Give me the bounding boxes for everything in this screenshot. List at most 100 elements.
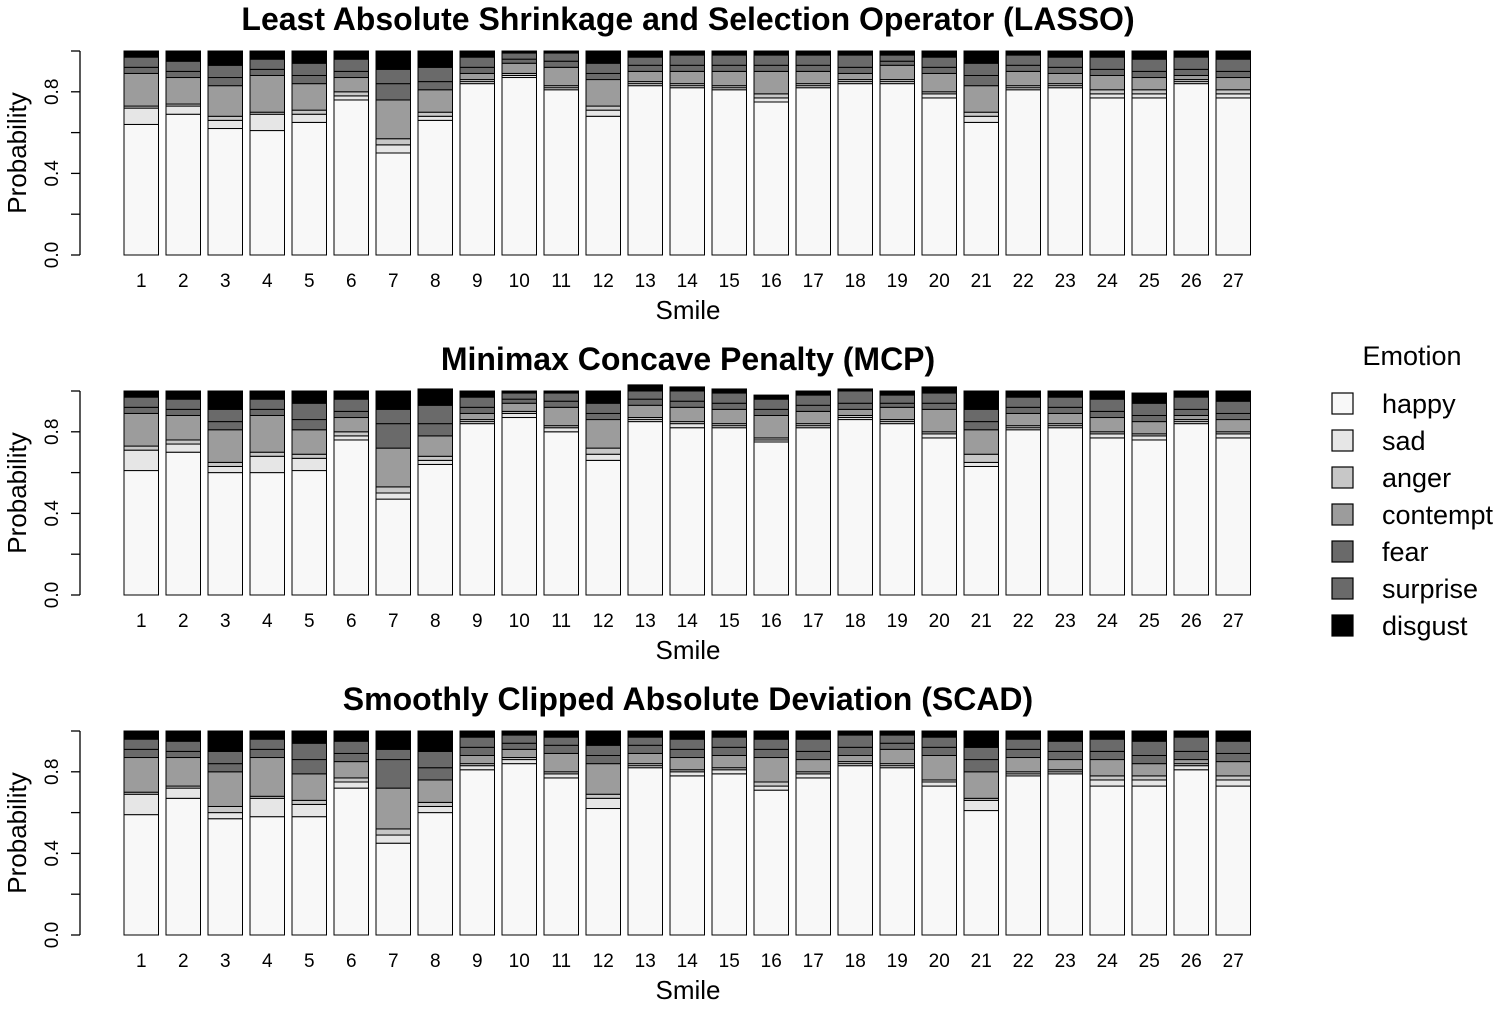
bar-segment-disgust — [1005, 50, 1041, 56]
x-tick-label: 15 — [719, 271, 740, 292]
bar-segment-disgust — [1089, 730, 1125, 740]
bar-segment-disgust — [375, 50, 411, 70]
bar-segment-happy — [711, 773, 747, 936]
bar-segment-surprise — [165, 60, 201, 72]
x-axis-label: Smile — [655, 635, 720, 665]
x-tick-label: 27 — [1223, 951, 1244, 972]
bar-segment-disgust — [963, 730, 999, 748]
bar-segment-disgust — [501, 390, 537, 394]
bar-segment-fear — [921, 402, 957, 410]
bar-segment-happy — [1089, 785, 1125, 936]
bar-segment-disgust — [711, 730, 747, 738]
bar-segment-sad — [165, 105, 201, 115]
bar-segment-fear — [1131, 754, 1167, 765]
bar-smile-15 — [711, 388, 747, 596]
x-tick-label: 4 — [262, 271, 273, 292]
x-tick-label: 3 — [220, 611, 231, 632]
bar-segment-surprise — [1173, 396, 1209, 410]
bar-segment-happy — [1005, 429, 1041, 596]
bar-segment-happy — [459, 83, 495, 256]
bar-segment-contempt — [837, 754, 873, 763]
bar-segment-happy — [501, 77, 537, 256]
bar-segment-happy — [963, 121, 999, 256]
bar-segment-happy — [1005, 89, 1041, 256]
y-axis-label: Probability — [2, 432, 32, 553]
bar-segment-contempt — [921, 408, 957, 433]
bar-segment-fear — [711, 402, 747, 410]
y-tick-label: 0.4 — [42, 840, 63, 867]
bar-segment-disgust — [1215, 50, 1251, 60]
bar-segment-disgust — [837, 730, 873, 736]
bar-segment-fear — [963, 759, 999, 773]
bar-segment-disgust — [669, 386, 705, 392]
bar-segment-surprise — [963, 746, 999, 761]
bar-segment-contempt — [333, 77, 369, 93]
bar-segment-contempt — [417, 779, 453, 803]
x-tick-label: 22 — [1013, 271, 1034, 292]
x-tick-label: 18 — [845, 271, 866, 292]
bar-segment-happy — [879, 423, 915, 596]
bar-segment-contempt — [963, 429, 999, 455]
bar-segment-happy — [249, 472, 285, 596]
bar-segment-surprise — [123, 396, 159, 408]
panel-1: Least Absolute Shrinkage and Selection O… — [2, 1, 1251, 325]
x-tick-label: 22 — [1013, 611, 1034, 632]
bar-segment-happy — [963, 810, 999, 936]
bar-segment-contempt — [711, 408, 747, 425]
bar-segment-contempt — [753, 757, 789, 783]
bar-segment-surprise — [165, 740, 201, 752]
bar-segment-surprise — [375, 68, 411, 85]
bar-segment-surprise — [417, 750, 453, 769]
bar-segment-contempt — [291, 429, 327, 455]
bar-segment-fear — [333, 70, 369, 79]
x-tick-label: 16 — [761, 611, 782, 632]
x-tick-label: 8 — [430, 951, 441, 972]
bar-segment-surprise — [165, 398, 201, 410]
bar-smile-19 — [879, 730, 915, 936]
bar-segment-surprise — [1047, 396, 1083, 408]
bar-segment-surprise — [459, 736, 495, 748]
bar-segment-disgust — [207, 50, 243, 66]
bar-smile-1 — [123, 390, 159, 596]
bar-smile-9 — [459, 50, 495, 256]
x-tick-label: 7 — [388, 951, 399, 972]
bar-segment-fear — [1131, 414, 1167, 423]
bar-segment-surprise — [795, 394, 831, 406]
bar-segment-sad — [501, 759, 537, 765]
bar-smile-10 — [501, 730, 537, 936]
bar-segment-surprise — [669, 54, 705, 66]
bar-segment-happy — [291, 470, 327, 596]
x-tick-label: 13 — [635, 951, 656, 972]
bar-segment-happy — [1005, 775, 1041, 936]
bar-segment-sad — [1089, 93, 1125, 99]
x-tick-label: 5 — [304, 951, 315, 972]
bar-segment-fear — [1215, 412, 1251, 421]
bar-segment-surprise — [417, 66, 453, 83]
bar-segment-surprise — [291, 62, 327, 76]
bar-segment-contempt — [165, 757, 201, 787]
x-tick-label: 23 — [1055, 611, 1076, 632]
bar-segment-disgust — [207, 730, 243, 752]
x-tick-label: 27 — [1223, 611, 1244, 632]
bar-segment-disgust — [333, 730, 369, 742]
bar-segment-surprise — [459, 56, 495, 68]
bar-segment-fear — [291, 419, 327, 431]
x-tick-label: 25 — [1139, 951, 1160, 972]
bar-segment-contempt — [669, 757, 705, 771]
bar-segment-sad — [1089, 779, 1125, 787]
bar-segment-surprise — [1047, 740, 1083, 752]
bar-smile-25 — [1131, 50, 1167, 256]
bar-smile-7 — [375, 50, 411, 256]
bar-segment-happy — [1047, 427, 1083, 596]
x-tick-label: 15 — [719, 951, 740, 972]
bar-segment-happy — [1173, 83, 1209, 256]
bar-segment-surprise — [207, 408, 243, 423]
bar-segment-disgust — [921, 386, 957, 394]
bar-segment-fear — [879, 742, 915, 750]
bar-segment-contempt — [543, 752, 579, 773]
bar-segment-surprise — [333, 398, 369, 412]
bar-segment-anger — [1215, 89, 1251, 95]
bar-segment-contempt — [207, 429, 243, 463]
x-tick-label: 23 — [1055, 271, 1076, 292]
bar-segment-contempt — [333, 417, 369, 433]
